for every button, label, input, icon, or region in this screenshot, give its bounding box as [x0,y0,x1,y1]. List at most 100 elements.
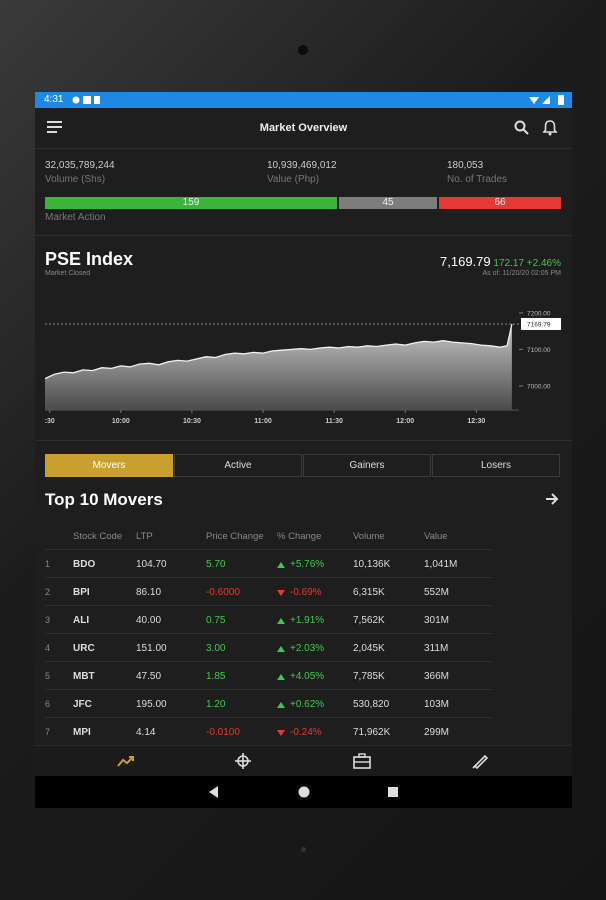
up-arrow [277,674,285,680]
nav-watchlist[interactable] [234,752,252,770]
stat-label: Value (Php) [267,174,320,185]
x-tick-label: 10:00 [112,418,130,425]
down-arrow [277,730,285,736]
table-cell: BDO [73,559,96,570]
last-price-box [521,317,561,330]
table-cell: 366M [424,671,450,682]
table-cell: 1.20 [206,699,226,710]
table-cell: 301M [424,615,450,626]
tab[interactable]: Losers [432,454,560,477]
stat-value: 10,939,469,012 [267,160,337,171]
row-divider [45,577,492,578]
bottom-nav [35,745,572,776]
table-cell: 40.00 [136,615,162,626]
table-cell: 0.75 [206,615,226,626]
tab[interactable]: Gainers [303,454,431,477]
down-arrow [277,590,285,596]
divider [35,440,572,441]
index-change: 172.17 [493,258,525,269]
table-cell: 86.10 [136,587,162,598]
row-divider [45,605,492,606]
table-cell: 47.50 [136,671,162,682]
menu-button[interactable] [47,121,63,133]
android-nav [35,776,572,808]
recents-button[interactable] [387,786,399,798]
y-tick-label: 7200.00 [527,310,551,317]
table-cell: -0.6000 [206,587,240,598]
clock: 4:31 [44,94,64,105]
line [45,323,513,380]
table-cell: +5.76% [290,559,325,570]
notifications-button[interactable] [542,119,558,136]
stat-value: 180,053 [447,160,484,171]
table-cell: 6,315K [353,587,385,598]
table-cell: 7,562K [353,615,385,626]
back-button[interactable] [207,785,221,799]
table-cell: 3.00 [206,643,226,654]
table-cell: -0.0100 [206,727,240,738]
table-cell: 552M [424,587,450,598]
table-cell: 3 [45,615,51,625]
column-header: Price Change [206,531,264,542]
tab[interactable]: Active [174,454,302,477]
x-tick-label: 11:30 [325,418,343,425]
table-cell: 299M [424,727,450,738]
table-cell: 4 [45,643,51,653]
as-of: As of: 11/20/20 02:05 PM [482,270,561,277]
row-divider [45,661,492,662]
unchanged-bar: 45 [339,197,437,209]
table-cell: JFC [73,699,92,710]
advances-bar: 159 [45,197,337,209]
table-cell: 1,041M [424,559,458,570]
table-cell: 4.14 [136,727,156,738]
table-cell: 1.85 [206,671,226,682]
status-bar: 4:31 [35,92,572,108]
page-title: Market Overview [259,122,348,134]
table-cell: 5.70 [206,559,226,570]
table-cell: MPI [73,727,91,738]
column-header: Stock Code [73,531,123,542]
table-cell: 311M [424,643,449,654]
table-cell: 2 [45,587,51,597]
x-tick-label: :30 [45,418,55,425]
table-cell: MBT [73,671,95,682]
see-all-button[interactable] [545,493,559,505]
stat-label: Volume (Shs) [45,174,106,185]
index-name: PSE Index [45,249,134,269]
y-tick-label: 7100.00 [527,347,551,354]
tab[interactable]: Movers [45,454,173,477]
nav-market[interactable] [117,754,135,768]
table-cell: +2.03% [290,643,325,654]
sensor [301,847,306,852]
table-cell: +0.62% [290,699,325,710]
nav-portfolio[interactable] [353,753,371,769]
divider [35,148,572,149]
x-tick-label: 10:30 [183,418,201,425]
search-button[interactable] [514,120,530,136]
up-arrow [277,562,285,568]
up-arrow [277,702,285,708]
nav-news[interactable] [471,752,489,770]
table-cell: 6 [45,699,51,709]
x-tick-label: 11:00 [254,418,272,425]
x-tick-label: 12:00 [396,418,414,425]
row-divider [45,689,492,690]
table-cell: +4.05% [290,671,325,682]
table-cell: +1.91% [290,615,325,626]
table-cell: 7 [45,727,51,737]
stat-label: No. of Trades [447,174,508,185]
table-cell: 530,820 [353,699,390,710]
row-divider [45,549,492,550]
market-state: Market Closed [45,270,91,277]
home-button[interactable] [297,785,311,799]
table-cell: BPI [73,587,90,598]
index-percent: +2.46% [526,258,561,269]
y-tick-label: 7000.00 [527,383,551,390]
up-arrow [277,646,285,652]
index-quote: 7,169.79 172.17 +2.46% [440,254,561,269]
table-cell: 104.70 [136,559,167,570]
declines-bar: 66 [439,197,561,209]
column-header: LTP [136,531,153,542]
table-cell: 195.00 [136,699,167,710]
row-divider [45,717,492,718]
